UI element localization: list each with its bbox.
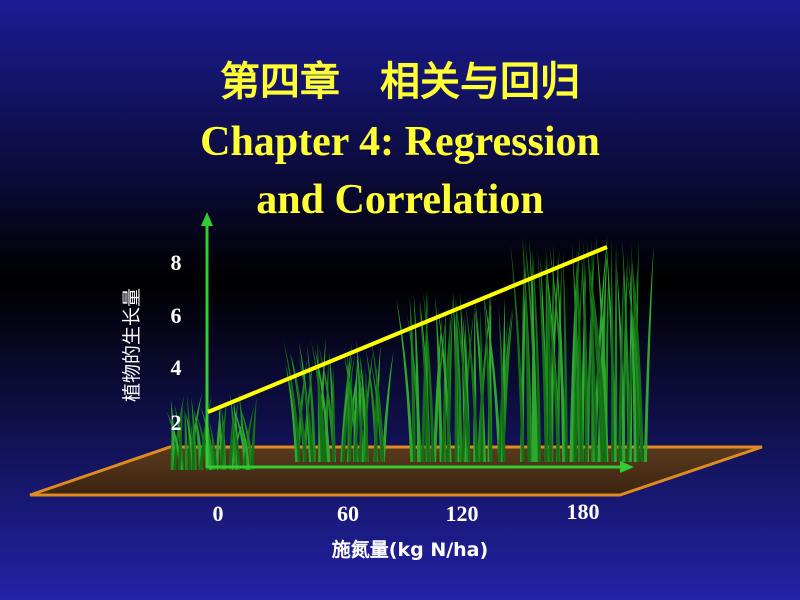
plant-blade	[250, 396, 257, 470]
plant-blade	[170, 399, 176, 470]
plant-blade	[532, 248, 542, 462]
plant-blade	[314, 348, 331, 462]
title-english-1: Chapter 4: Regression	[200, 119, 600, 165]
plant-blade	[433, 316, 443, 462]
plant-blade	[396, 297, 414, 462]
plant-blade	[454, 310, 458, 462]
plant-blade	[446, 316, 451, 462]
plant-blade	[576, 248, 583, 462]
trend-line	[207, 245, 608, 414]
plant-blade	[283, 340, 301, 462]
plant-blade	[306, 344, 316, 462]
plant-blade	[298, 342, 313, 462]
plant-blade	[318, 347, 337, 462]
plant-blade	[441, 292, 454, 462]
plant-blade	[589, 265, 608, 462]
plant-blade	[455, 306, 463, 462]
x-tick-label: 60	[337, 501, 359, 526]
title-english-2: and Correlation	[256, 177, 543, 223]
y-arrow	[201, 212, 213, 226]
y-tick-label: 8	[171, 250, 182, 275]
x-axis-label: 施氮量(kg N/ha)	[332, 538, 488, 561]
plant-blade	[190, 421, 196, 470]
plant-blade	[625, 264, 644, 462]
plant-blade	[419, 302, 431, 462]
plant-blade	[365, 366, 369, 462]
plant-blade	[239, 406, 254, 470]
plant-blade	[290, 352, 307, 462]
plant-blade	[610, 238, 615, 462]
plant-blade	[373, 365, 378, 462]
plant-blade	[229, 392, 238, 470]
x-arrow	[620, 461, 634, 473]
plant-blade	[177, 399, 183, 470]
plant-blade	[435, 296, 443, 462]
plant-blade	[230, 414, 241, 470]
plant-blade	[232, 405, 248, 470]
plant-blade	[422, 290, 435, 462]
plant-blade	[586, 240, 604, 462]
plant-blade	[219, 399, 227, 470]
x-tick-label: 180	[567, 499, 600, 524]
plant-blade	[522, 238, 531, 462]
plant-blade	[563, 250, 568, 462]
plants	[166, 236, 654, 470]
plant-blade	[595, 236, 609, 462]
plant-blade	[593, 236, 608, 462]
plant-blade	[454, 295, 471, 462]
plant-blade	[332, 365, 336, 462]
plant-blade	[480, 307, 484, 462]
plant-blade	[571, 242, 581, 462]
plant-blade	[483, 290, 493, 462]
plant-blade	[556, 257, 566, 462]
plant-blade	[208, 420, 218, 470]
plant-blade	[298, 356, 315, 462]
plant-blade	[618, 255, 625, 462]
plant-blade	[498, 306, 506, 462]
plant-blade	[483, 293, 502, 462]
plant-blade	[381, 350, 394, 462]
plant-blade	[191, 397, 197, 470]
plant-blade	[413, 294, 421, 462]
plant-blade	[240, 418, 251, 470]
plant-blade	[285, 362, 299, 462]
plant-blade	[537, 249, 548, 462]
plant-blade	[583, 238, 588, 462]
x-tick-label: 0	[213, 501, 224, 526]
plant-blade	[586, 243, 598, 462]
plant-blade	[543, 258, 560, 462]
y-tick-label: 2	[171, 410, 182, 435]
plant-blade	[546, 250, 553, 462]
plant-blade	[228, 414, 233, 470]
plant-blade	[184, 408, 188, 470]
plant-blade	[643, 245, 654, 462]
plant-blade	[174, 404, 184, 470]
plant-blade	[631, 258, 644, 462]
plant-blade	[510, 243, 525, 462]
plant-blade	[465, 301, 479, 462]
y-tick-label: 6	[171, 303, 182, 328]
y-tick-label: 4	[171, 355, 182, 380]
y-axis-label: 植物的生长量	[121, 288, 143, 402]
plant-blade	[529, 239, 538, 462]
x-tick-label: 120	[446, 501, 479, 526]
title-chinese: 第四章 相关与回归	[220, 59, 580, 105]
plant-blade	[199, 405, 216, 470]
plant-blade	[371, 340, 385, 462]
plant-blade	[310, 340, 327, 462]
